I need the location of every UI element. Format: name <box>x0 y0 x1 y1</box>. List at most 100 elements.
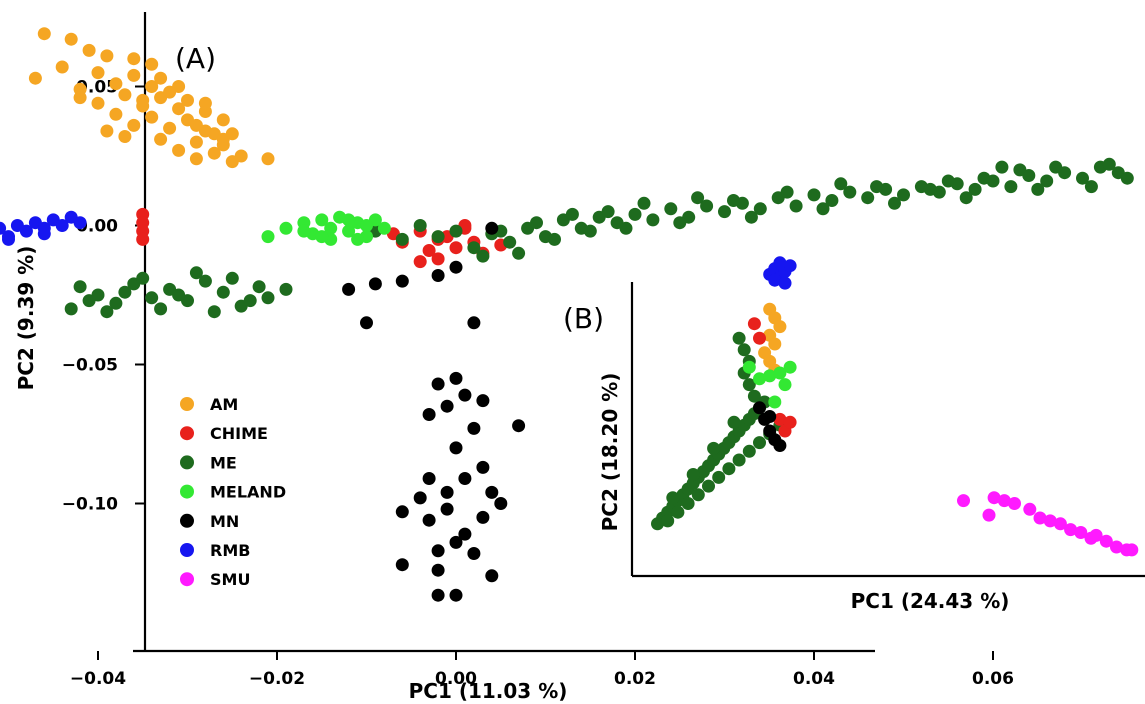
panel-a-point-am <box>82 43 96 57</box>
panel-a-point-me <box>512 246 526 260</box>
panel-b: (B) PC1 (24.43 %) PC2 (18.20 %) <box>563 256 1145 613</box>
panel-a-point-me <box>1031 182 1045 196</box>
panel-a-point-am <box>136 93 150 107</box>
legend-marker-chime <box>180 426 194 441</box>
panel-a-point-am <box>145 110 159 124</box>
panel-a-point-me <box>73 280 87 294</box>
panel-a-point-am <box>118 130 132 143</box>
panel-b-point-smu <box>1099 534 1113 548</box>
panel-a-point-me <box>1120 171 1134 185</box>
panel-a-point-me <box>136 271 150 285</box>
panel-a-point-am <box>163 85 177 99</box>
panel-a-point-me <box>467 241 481 255</box>
panel-a-x-tick-label: −0.04 <box>70 669 126 689</box>
panel-b-point-smu <box>1053 517 1067 531</box>
panel-a-point-am <box>172 102 186 116</box>
panel-a-point-me <box>583 224 597 238</box>
panel-b-point-meland <box>763 369 777 383</box>
panel-a-point-am <box>163 121 177 135</box>
panel-b-point-meland <box>778 378 792 392</box>
panel-a-point-mn <box>431 269 445 282</box>
panel-a-point-chime <box>136 232 150 246</box>
legend-marker-mn <box>180 513 194 528</box>
panel-a-points <box>0 27 1134 602</box>
panel-b-points <box>651 256 1139 557</box>
panel-b-point-smu <box>1008 497 1021 510</box>
panel-a-point-me <box>100 305 114 319</box>
panel-a-point-me <box>619 221 633 235</box>
panel-a-point-me <box>530 216 543 230</box>
panel-a-point-me <box>243 294 257 308</box>
panel-b-point-smu <box>1064 523 1078 537</box>
panel-b-point-chime <box>783 415 797 429</box>
panel-a-point-me <box>718 205 731 219</box>
panel-a-point-mn <box>449 260 463 274</box>
panel-a-point-me <box>216 285 230 299</box>
panel-b-point-smu <box>997 494 1011 508</box>
panel-b-point-am <box>768 337 782 351</box>
panel-a-point-am <box>189 118 203 132</box>
panel-a-point-am <box>100 124 114 138</box>
panel-a-point-me <box>664 202 678 216</box>
panel-a-point-mn <box>342 282 356 296</box>
panel-b-point-me <box>702 479 715 493</box>
panel-a-point-me <box>145 291 159 305</box>
panel-b-point-smu <box>1074 526 1088 539</box>
panel-a-point-chime <box>413 255 427 269</box>
panel-b-point-rmb <box>778 276 792 290</box>
panel-a-point-am <box>109 107 123 121</box>
panel-a-point-am <box>154 132 168 146</box>
panel-a-point-meland <box>315 230 329 244</box>
panel-a-point-am <box>127 118 141 132</box>
panel-a-point-mn <box>449 588 463 602</box>
panel-a-point-me <box>548 232 561 246</box>
panel-a-point-me <box>789 199 803 213</box>
legend-marker-am <box>180 397 194 411</box>
legend-label-chime: CHIME <box>210 424 268 443</box>
panel-a-point-me <box>700 199 714 213</box>
panel-b-y-axis-title: PC2 (18.20 %) <box>598 373 622 532</box>
panel-a-point-me <box>601 205 615 219</box>
panel-b-point-meland <box>742 360 756 374</box>
panel-a-x-tick-label: 0.00 <box>435 669 477 689</box>
panel-b-point-me <box>747 389 761 403</box>
panel-a-x-tick-label: 0.06 <box>972 669 1014 689</box>
panel-a-point-mn <box>431 588 445 602</box>
panel-a-point-mn <box>485 569 499 583</box>
panel-a-point-mn <box>476 460 490 474</box>
panel-a-point-am <box>181 93 194 107</box>
panel-a-point-me <box>995 160 1009 174</box>
panel-a-point-me <box>198 274 212 288</box>
panel-a-point-me <box>1040 174 1054 188</box>
panel-a-x-tick-label: 0.04 <box>793 669 835 689</box>
panel-a-point-me <box>888 196 901 210</box>
panel-a-point-me <box>744 210 758 224</box>
panel-b-point-me <box>691 488 705 502</box>
panel-a-point-rmb <box>2 232 15 246</box>
panel-a-point-mn <box>431 544 445 558</box>
panel-a-point-am <box>172 143 186 157</box>
panel-a-point-me <box>1084 180 1098 194</box>
panel-a-point-me <box>503 235 517 249</box>
panel-a-point-mn <box>458 388 472 402</box>
panel-a-point-me <box>1049 160 1063 174</box>
panel-a-point-am <box>127 68 141 82</box>
panel-a-point-me <box>861 191 875 205</box>
panel-a-point-me <box>941 174 955 188</box>
panel-a-point-am <box>91 66 105 80</box>
panel-a-point-am <box>28 71 42 85</box>
panel-b-point-am <box>773 320 787 334</box>
panel-a-point-me <box>279 282 293 296</box>
panel-b-point-smu <box>987 491 1001 505</box>
panel-b-point-smu <box>957 494 970 508</box>
panel-b-point-smu <box>1043 514 1057 528</box>
panel-a-label: (A) <box>175 42 216 75</box>
panel-a-point-am <box>216 132 230 146</box>
panel-a-point-me <box>413 219 427 232</box>
panel-a-point-am <box>73 91 87 105</box>
panel-b-point-chime <box>747 317 761 331</box>
panel-a-point-rmb <box>37 227 51 241</box>
panel-a-point-meland <box>360 219 373 232</box>
panel-a-point-meland <box>342 224 356 238</box>
panel-a-point-mn <box>458 527 472 541</box>
